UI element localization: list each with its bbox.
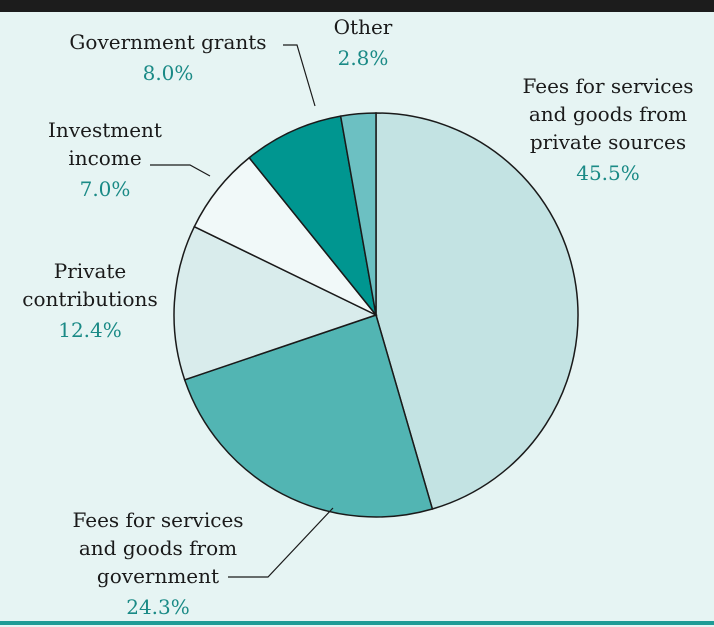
slice-label-1: Fees for services and goods from governmen… bbox=[72, 508, 243, 619]
leader-lines bbox=[150, 44, 334, 578]
slice-label-0: Fees for services and goods from private s… bbox=[522, 74, 693, 185]
leader-line-1 bbox=[228, 507, 334, 578]
slice-value-label: 2.8% bbox=[338, 46, 389, 70]
top-rule bbox=[0, 0, 714, 12]
pie-slice-5 bbox=[339, 112, 377, 316]
slice-value-label: 45.5% bbox=[576, 161, 640, 185]
slice-label-4: Government grants 8.0% bbox=[69, 30, 266, 85]
slice-label-line: Fees for services bbox=[72, 508, 243, 532]
pie-slice-2 bbox=[173, 225, 378, 381]
slice-value-label: 12.4% bbox=[58, 318, 122, 342]
pie-slice-0 bbox=[375, 112, 579, 510]
slice-label-line: Fees for services bbox=[522, 74, 693, 98]
slice-label-5: Other 2.8% bbox=[334, 15, 393, 70]
slice-label-line: income bbox=[68, 146, 141, 170]
pie-slice-4 bbox=[248, 115, 377, 316]
slice-label-2: Private contributions 12.4% bbox=[22, 259, 157, 342]
slice-label-line: government bbox=[97, 564, 219, 588]
slice-label-line: Investment bbox=[48, 118, 162, 142]
slice-label-line: Other bbox=[334, 15, 393, 39]
slice-label-line: private sources bbox=[530, 130, 686, 154]
slice-label-line: Private bbox=[54, 259, 127, 283]
slice-labels: Fees for services and goods from private s… bbox=[22, 15, 693, 619]
slice-label-line: Government grants bbox=[69, 30, 266, 54]
slice-value-label: 8.0% bbox=[143, 61, 194, 85]
pie-slice-1 bbox=[183, 314, 434, 518]
leader-line-4 bbox=[283, 44, 316, 107]
slice-value-label: 24.3% bbox=[126, 595, 190, 619]
slice-label-line: and goods from bbox=[529, 102, 687, 126]
leader-line-3 bbox=[150, 164, 211, 177]
pie-slices bbox=[173, 112, 579, 518]
slice-label-line: and goods from bbox=[79, 536, 237, 560]
slice-label-3: Investment income 7.0% bbox=[48, 118, 162, 201]
slice-label-line: contributions bbox=[22, 287, 157, 311]
bottom-rule bbox=[0, 621, 714, 625]
slice-value-label: 7.0% bbox=[80, 177, 131, 201]
